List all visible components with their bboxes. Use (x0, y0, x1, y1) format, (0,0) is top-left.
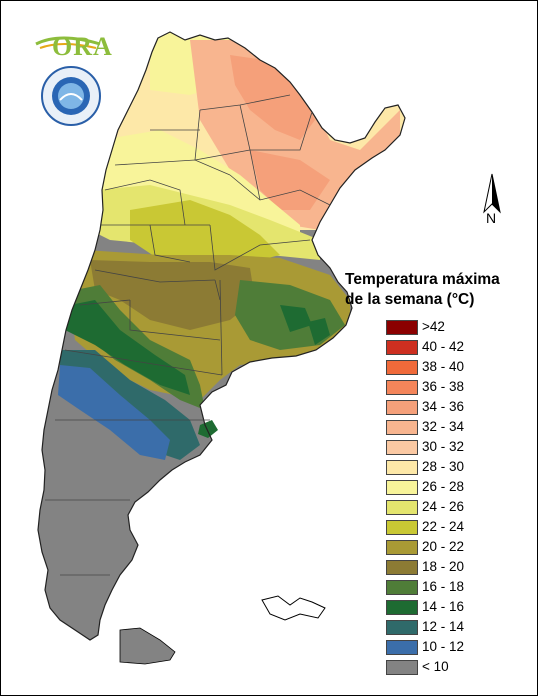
legend-label: 38 - 40 (422, 359, 465, 374)
legend-swatch (386, 360, 418, 375)
north-arrow-icon (483, 173, 501, 214)
legend-swatch (386, 520, 418, 535)
tierra-del-fuego (119, 627, 176, 665)
legend-label: 12 - 14 (422, 619, 465, 634)
legend-item: < 10 (386, 658, 526, 678)
legend-item: 32 - 34 (386, 418, 526, 438)
country-outline (37, 31, 406, 641)
legend-item: 38 - 40 (386, 358, 526, 378)
legend-swatch (386, 400, 418, 415)
legend-item: 10 - 12 (386, 638, 526, 658)
legend-label: 34 - 36 (422, 399, 465, 414)
legend-item: 36 - 38 (386, 378, 526, 398)
legend-label: 22 - 24 (422, 519, 465, 534)
ora-logo (35, 36, 101, 49)
legend-item: >42 (386, 318, 526, 338)
north-label: N (486, 210, 497, 226)
legend-swatch (386, 540, 418, 555)
legend-label: 24 - 26 (422, 499, 465, 514)
legend-swatch (386, 420, 418, 435)
legend-label: 28 - 30 (422, 459, 465, 474)
legend-item: 12 - 14 (386, 618, 526, 638)
legend-swatch (386, 600, 418, 615)
ora-wordmark: ORA (34, 30, 112, 61)
legend-label: 36 - 38 (422, 379, 465, 394)
legend-label: 30 - 32 (422, 439, 465, 454)
legend-label: 32 - 34 (422, 419, 465, 434)
legend-label: 16 - 18 (422, 579, 465, 594)
smn-seal-logo (41, 66, 101, 126)
legend-swatch (386, 460, 418, 475)
legend-title-line1: Temperatura máxima (345, 271, 500, 288)
legend-item: 24 - 26 (386, 498, 526, 518)
legend-label: 14 - 16 (422, 599, 465, 614)
legend-label: 18 - 20 (422, 559, 465, 574)
legend-label: 26 - 28 (422, 479, 465, 494)
legend-swatch (386, 480, 418, 495)
legend-list: >42 40 - 42 38 - 40 36 - 38 34 - 36 32 - 34 30… (386, 318, 526, 678)
legend-label: 20 - 22 (422, 539, 465, 554)
legend: Temperatura máxima de la semana (°C) >42… (345, 270, 530, 675)
north-label-wrap: N (478, 170, 508, 230)
legend-swatch (386, 380, 418, 395)
legend-swatch (386, 340, 418, 355)
peninsula-patch (198, 420, 218, 438)
legend-swatch (386, 640, 418, 655)
legend-item: 28 - 30 (386, 458, 526, 478)
legend-item: 30 - 32 (386, 438, 526, 458)
legend-title-line2: de la semana (°C) (345, 291, 475, 308)
legend-swatch (386, 320, 418, 335)
legend-swatch (386, 660, 418, 675)
legend-item: 18 - 20 (386, 558, 526, 578)
malvinas-islands (261, 595, 326, 621)
legend-item: 22 - 24 (386, 518, 526, 538)
legend-swatch (386, 500, 418, 515)
legend-item: 40 - 42 (386, 338, 526, 358)
legend-item: 34 - 36 (386, 398, 526, 418)
legend-swatch (386, 560, 418, 575)
legend-item: 20 - 22 (386, 538, 526, 558)
legend-swatch (386, 440, 418, 455)
province-borders (45, 94, 331, 576)
ora-text: ORA (52, 32, 113, 61)
legend-swatch (386, 580, 418, 595)
legend-label: 40 - 42 (422, 339, 465, 354)
legend-swatch (386, 620, 418, 635)
legend-label: >42 (422, 319, 445, 334)
legend-item: 16 - 18 (386, 578, 526, 598)
legend-label: 10 - 12 (422, 639, 465, 654)
legend-item: 26 - 28 (386, 478, 526, 498)
legend-item: 14 - 16 (386, 598, 526, 618)
legend-label: < 10 (422, 659, 449, 674)
